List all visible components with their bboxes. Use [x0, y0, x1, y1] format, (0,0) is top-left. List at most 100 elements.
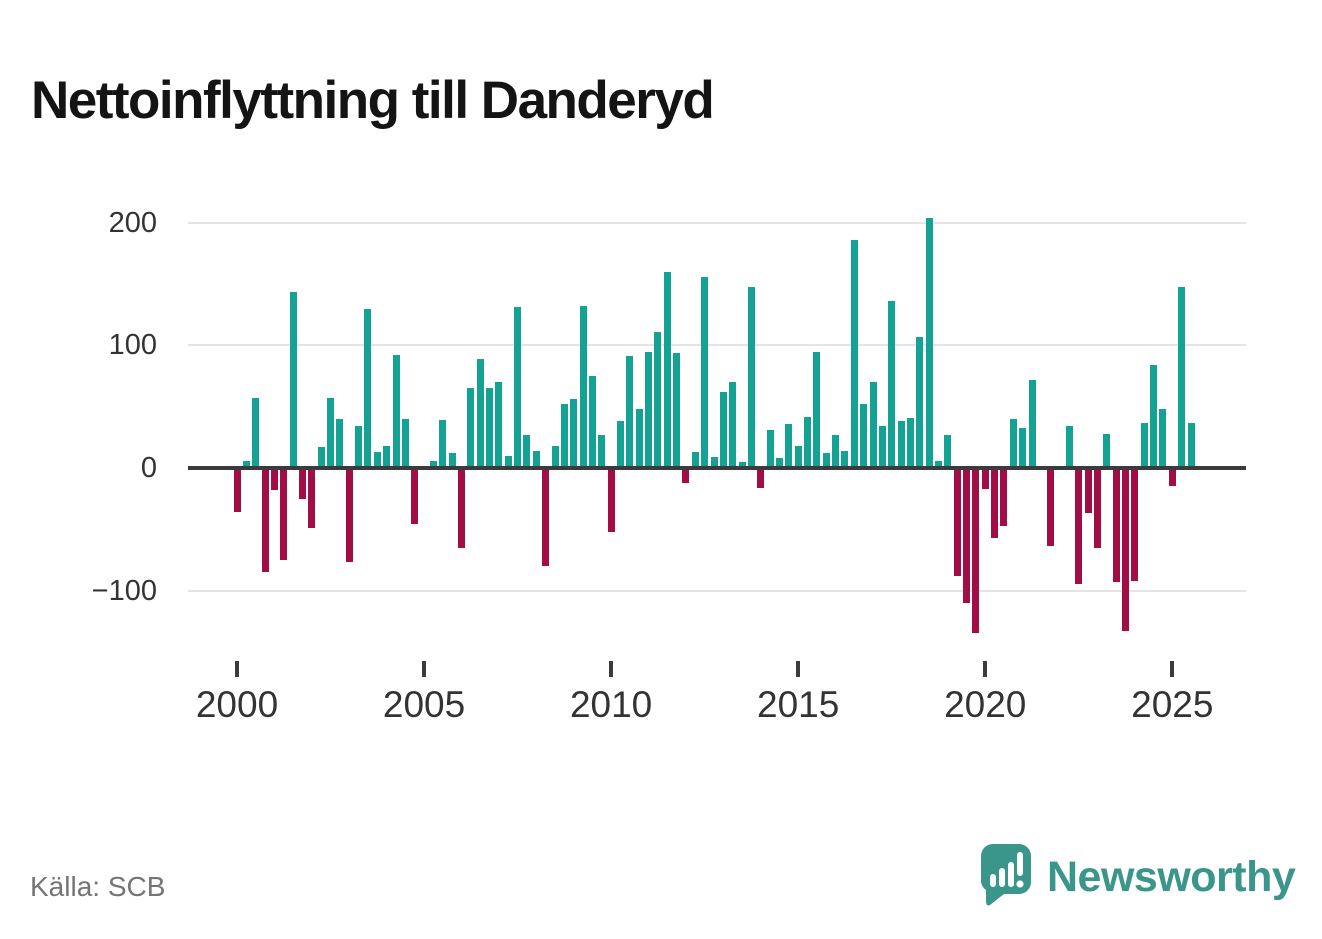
bar-2005-q2	[429, 460, 437, 468]
bar-2001-q4	[298, 468, 306, 499]
bar-2023-q4	[1122, 468, 1130, 631]
bar-2012-q2	[691, 452, 699, 468]
bar-2013-q1	[719, 392, 727, 468]
bar-2009-q2	[579, 306, 587, 468]
gridline-200	[188, 221, 1246, 224]
bar-2001-q2	[280, 468, 288, 560]
bar-2019-q3	[963, 468, 971, 603]
bar-2011-q3	[663, 271, 671, 468]
bar-2011-q4	[673, 352, 681, 468]
bar-2008-q4	[560, 404, 568, 468]
bar-2022-q4	[1084, 468, 1092, 514]
bar-2017-q4	[897, 421, 905, 468]
bar-2022-q2	[1065, 426, 1073, 468]
bar-2020-q3	[1000, 468, 1008, 526]
bar-2001-q3	[289, 291, 297, 468]
bar-2015-q4	[822, 453, 830, 468]
bar-2023-q2	[1103, 433, 1111, 468]
bar-2018-q3	[925, 217, 933, 468]
bar-2006-q4	[486, 388, 494, 468]
newsworthy-speech-bubble-chart-icon	[980, 843, 1032, 912]
bar-2013-q3	[738, 461, 746, 468]
bar-2005-q4	[448, 453, 456, 468]
x-axis-tick-label: 2005	[382, 684, 466, 725]
x-axis-tick-label: 2025	[1131, 684, 1214, 725]
bar-2015-q3	[813, 351, 821, 468]
bar-2018-q2	[916, 336, 924, 468]
bar-2021-q2	[1028, 379, 1036, 468]
bar-2020-q2	[991, 468, 999, 538]
y-axis-tick-label: 0	[140, 452, 157, 484]
bar-2020-q4	[1009, 418, 1017, 468]
bar-2000-q2	[242, 460, 250, 468]
bar-2016-q4	[860, 404, 868, 468]
bar-2019-q1	[944, 434, 952, 468]
bar-2007-q2	[504, 455, 512, 468]
bar-2024-q4	[1159, 409, 1167, 468]
bar-2010-q2	[616, 421, 624, 468]
bar-2018-q4	[934, 460, 942, 468]
bar-2018-q1	[906, 417, 914, 468]
bar-2009-q4	[598, 434, 606, 468]
newsworthy-logo-text: Newsworthy	[1047, 853, 1296, 901]
bar-2024-q2	[1140, 422, 1148, 468]
bar-2011-q2	[654, 331, 662, 468]
y-axis-tick-label: −100	[91, 574, 157, 607]
bar-2002-q1	[308, 468, 316, 529]
x-axis-tick-mark	[1170, 661, 1175, 677]
x-axis-tick-mark	[983, 661, 988, 677]
bar-2015-q1	[794, 445, 802, 468]
bar-2006-q1	[457, 468, 465, 548]
bar-2013-q2	[729, 382, 737, 468]
x-axis-zero-line	[188, 466, 1246, 470]
bar-2010-q4	[635, 409, 643, 468]
bar-2002-q3	[327, 398, 335, 468]
bar-2004-q3	[401, 418, 409, 468]
bar-2016-q3	[850, 240, 858, 468]
bar-2006-q2	[467, 388, 475, 468]
bar-2005-q3	[439, 420, 447, 468]
bar-2017-q1	[869, 382, 877, 468]
bar-2012-q4	[710, 456, 718, 468]
x-axis-tick-label: 2010	[569, 684, 653, 725]
bar-2023-q1	[1093, 468, 1101, 548]
bar-2025-q1	[1168, 468, 1176, 487]
bar-2003-q3	[364, 308, 372, 468]
x-axis-tick-mark	[422, 661, 427, 677]
bar-2004-q1	[383, 445, 391, 468]
y-axis-tick-label: 200	[108, 206, 157, 239]
bar-2012-q1	[682, 468, 690, 483]
bar-2006-q3	[476, 358, 484, 468]
bar-2002-q4	[336, 418, 344, 468]
gridline-100	[188, 344, 1246, 347]
y-axis-tick-label: 100	[108, 329, 157, 362]
x-axis-tick-label: 2000	[195, 684, 279, 725]
bar-2007-q3	[514, 307, 522, 468]
bar-2002-q2	[317, 447, 325, 468]
bar-2003-q2	[355, 426, 363, 468]
bar-2024-q3	[1150, 365, 1158, 468]
bar-2008-q3	[551, 445, 559, 468]
bar-2000-q4	[261, 468, 269, 573]
gridline--100	[188, 589, 1246, 592]
x-axis-tick-mark	[235, 661, 239, 677]
bar-2021-q1	[1019, 427, 1027, 468]
x-axis-tick-label: 2015	[757, 684, 840, 725]
page-title: Nettoinflyttning till Danderyd	[31, 70, 715, 130]
bar-2022-q3	[1075, 468, 1083, 585]
x-axis-tick-mark	[796, 661, 801, 677]
bar-2000-q3	[252, 398, 260, 468]
bar-2008-q2	[542, 468, 550, 567]
bar-2013-q4	[747, 286, 755, 468]
bar-2004-q2	[392, 355, 400, 468]
bar-2001-q1	[270, 468, 278, 491]
x-axis-tick-mark	[609, 661, 614, 677]
source-note: Källa: SCB	[30, 871, 166, 902]
bar-2021-q4	[1047, 468, 1055, 547]
bar-2003-q4	[373, 452, 381, 468]
x-axis-tick-label: 2020	[944, 684, 1027, 725]
bar-2014-q4	[785, 423, 793, 468]
bar-2015-q2	[804, 416, 812, 468]
bar-2014-q3	[775, 458, 783, 468]
